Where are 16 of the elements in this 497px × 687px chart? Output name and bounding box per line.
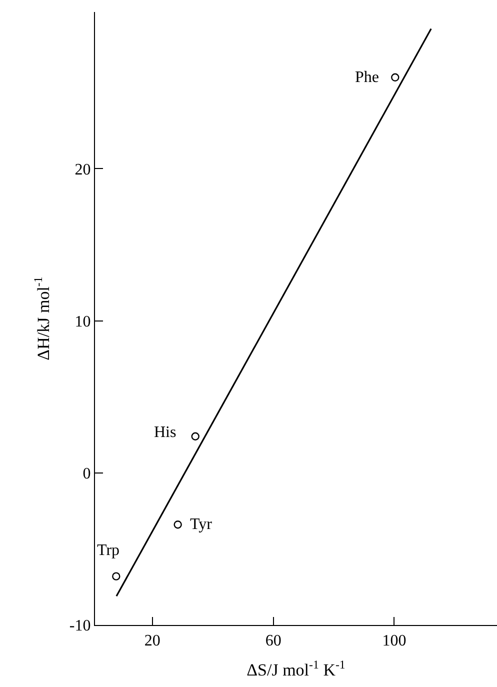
x-axis-title: ΔS/J mol$^{-1}$ K$^{-1}$ [246,658,346,680]
y-tick-label: 0 [82,465,91,482]
x-tick-label: 100 [382,632,406,650]
x-tick-label: 20 [144,632,160,650]
annotation: Phe [355,69,379,86]
point [191,432,200,440]
annotation: Tyr [190,516,213,533]
y-tick-label: 20 [74,161,91,178]
annotation: Trp [97,542,120,559]
y-tick-label: 10 [74,313,91,330]
annotation: His [154,424,176,441]
x-tick-label: 60 [265,632,282,650]
point [112,572,120,580]
y-tick-label: -10 [69,618,91,635]
point [174,520,182,529]
point [391,73,400,82]
